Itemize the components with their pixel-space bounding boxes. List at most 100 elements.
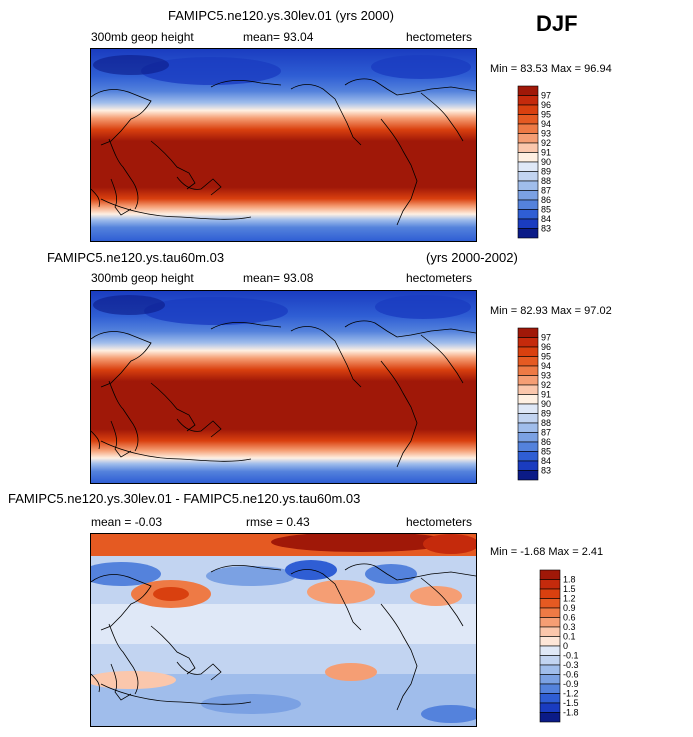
panel1-colorbar-box — [517, 85, 539, 96]
panel3-colorbar-label: 1.5 — [563, 584, 576, 594]
panel1-low-pacific — [141, 57, 281, 85]
panel2-low-atlantic — [375, 295, 471, 319]
panel2-colorbar-label: 89 — [541, 409, 551, 419]
panel2-coastlines — [91, 320, 476, 468]
panel1-colorbar-label: 84 — [541, 214, 551, 224]
panel2-colorbar-label: 92 — [541, 380, 551, 390]
panel2-colorbar-box — [517, 460, 539, 471]
panel3-rmse: rmse = 0.43 — [246, 515, 310, 529]
panel2-low-pacific — [144, 297, 288, 325]
panel2-variable: 300mb geop height — [91, 271, 194, 285]
panel1-colorbar-label: 97 — [541, 91, 551, 101]
panel2-colorbar-box — [517, 337, 539, 348]
panel1-colorbar-box — [517, 199, 539, 210]
panel1-colorbar-label: 83 — [541, 224, 551, 234]
panel3-warm-america — [307, 580, 375, 604]
panel3-colorbar-box — [539, 664, 561, 675]
panel1-colorbar-box — [517, 133, 539, 144]
panel1-colorbar-box — [517, 152, 539, 163]
panel2-colorbar-box — [517, 365, 539, 376]
panel3-colorbar-box — [539, 702, 561, 713]
panel3-colorbar-label: 1.8 — [563, 575, 576, 585]
panel3-colorbar-label: -0.9 — [563, 679, 579, 689]
panel2-colorbar-label: 85 — [541, 447, 551, 457]
panel3-colorbar-box — [539, 569, 561, 580]
panel2-colorbar-box — [517, 327, 539, 338]
panel3-colorbar-label: 0.3 — [563, 622, 576, 632]
panel3-colorbar-box — [539, 693, 561, 704]
panel1-colorbar-box — [517, 180, 539, 191]
panel3-colorbar-label: 0.1 — [563, 632, 576, 642]
panel1-variable: 300mb geop height — [91, 30, 194, 44]
panel3-colorbar-label: -1.2 — [563, 689, 579, 699]
panel2-colorbar-label: 94 — [541, 361, 551, 371]
panel3-cold-asia — [91, 562, 161, 586]
panel3-colorbar: 1.8 1.5 1.2 0.9 0.6 0.3 0.1 0 -0.1 -0.3 -0.6 -0.9 -1… — [539, 569, 600, 724]
panel1-colorbar-label: 95 — [541, 110, 551, 120]
panel1-title: FAMIPC5.ne120.ys.30lev.01 (yrs 2000) — [168, 8, 394, 23]
panel1-mean: mean= 93.04 — [243, 30, 314, 44]
panel1-colorbar-box — [517, 114, 539, 125]
panel2-colorbar-label: 84 — [541, 456, 551, 466]
panel1-colorbar: 97 96 95 94 93 92 91 90 89 88 87 86 85 84 83 — [517, 85, 578, 240]
panel2-colorbar-box — [517, 356, 539, 367]
panel3-mean: mean = -0.03 — [91, 515, 163, 529]
panel3-colorbar-label: 0.9 — [563, 603, 576, 613]
panel1-low-atlantic — [371, 55, 471, 79]
panel2-colorbar-label: 83 — [541, 466, 551, 476]
panel3-units: hectometers — [406, 515, 473, 529]
panel2-colorbar-box — [517, 470, 539, 481]
panel3-cold-atlantic — [365, 564, 417, 584]
panel2-mean: mean= 93.08 — [243, 271, 314, 285]
panel1-colorbar-label: 87 — [541, 186, 551, 196]
panel3-cold-south-mid — [201, 694, 301, 714]
panel2-colorbar-box — [517, 375, 539, 386]
panel1-min-max: Min = 83.53 Max = 96.94 — [490, 63, 612, 75]
panel1-colorbar-box — [517, 142, 539, 153]
panel1-coastlines — [91, 78, 476, 226]
panel2-colorbar-box — [517, 346, 539, 357]
panel2-colorbar-label: 96 — [541, 342, 551, 352]
panel1-colorbar-box — [517, 161, 539, 172]
panel2-map — [90, 290, 477, 484]
panel3-colorbar-label: -0.6 — [563, 670, 579, 680]
panel1-colorbar-box — [517, 218, 539, 229]
panel3-warm-south-west — [91, 671, 176, 689]
panel2-colorbar-label: 90 — [541, 399, 551, 409]
panel2-colorbar-label: 86 — [541, 437, 551, 447]
panel2-low-siberia — [93, 295, 165, 315]
panel1-colorbar-box — [517, 228, 539, 239]
panel1-colorbar-label: 86 — [541, 195, 551, 205]
panel3-colorbar-box — [539, 617, 561, 628]
panel2-colorbar-box — [517, 432, 539, 443]
panel1-map — [90, 48, 477, 242]
panel3-warm-south-mid — [325, 663, 377, 681]
panel3-colorbar-box — [539, 588, 561, 599]
panel1-colorbar-label: 96 — [541, 100, 551, 110]
panel3-warm-atlantic — [423, 534, 476, 554]
panel2-colorbar-box — [517, 394, 539, 405]
panel2-colorbar-box — [517, 413, 539, 424]
panel2-title: FAMIPC5.ne120.ys.tau60m.03 — [47, 250, 225, 265]
panel2-colorbar-label: 87 — [541, 428, 551, 438]
panel3-colorbar-label: 1.2 — [563, 594, 576, 604]
panel2-years: (yrs 2000-2002) — [426, 250, 518, 265]
panel3-map — [90, 533, 477, 727]
panel3-colorbar-box — [539, 579, 561, 590]
panel3-colorbar-box — [539, 655, 561, 666]
panel1-colorbar-label: 94 — [541, 119, 551, 129]
panel1-colorbar-box — [517, 171, 539, 182]
panel3-colorbar-box — [539, 645, 561, 656]
panel2-units: hectometers — [406, 271, 473, 285]
panel2-min-max: Min = 82.93 Max = 97.02 — [490, 305, 612, 317]
panel3-colorbar-label: -1.8 — [563, 708, 579, 718]
panel3-min-max: Min = -1.68 Max = 2.41 — [490, 546, 604, 558]
panel2-colorbar-label: 97 — [541, 333, 551, 343]
panel3-colorbar-box — [539, 683, 561, 694]
panel3-colorbar-label: -0.3 — [563, 660, 579, 670]
panel1-colorbar-box — [517, 95, 539, 106]
panel3-title: FAMIPC5.ne120.ys.30lev.01 - FAMIPC5.ne12… — [8, 491, 361, 506]
panel2-colorbar-box — [517, 441, 539, 452]
panel2-colorbar-label: 93 — [541, 371, 551, 381]
panel1-units: hectometers — [406, 30, 473, 44]
